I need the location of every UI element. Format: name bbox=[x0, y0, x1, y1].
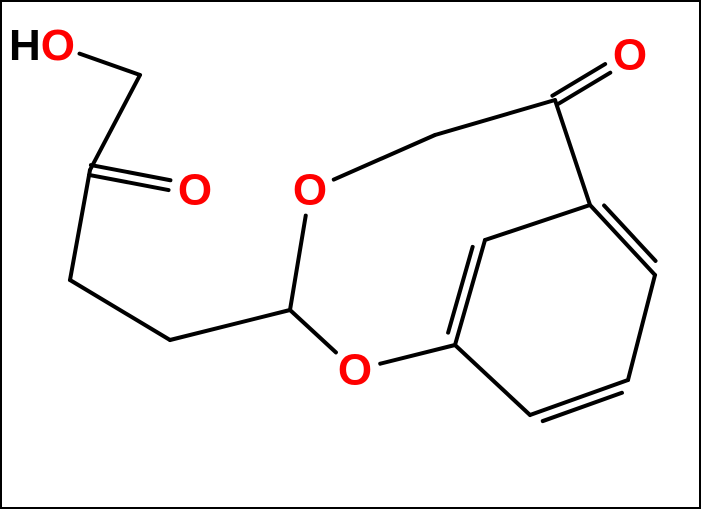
atom-label: O bbox=[338, 346, 372, 395]
atom-label-ho: HO bbox=[9, 21, 75, 70]
atom-label: O bbox=[178, 166, 212, 215]
frame bbox=[1, 1, 700, 508]
atom-label: O bbox=[293, 166, 327, 215]
atom-label: O bbox=[613, 31, 647, 80]
chemical-structure: O O O O HO bbox=[0, 0, 701, 509]
atom-labels: O O O O HO bbox=[9, 21, 647, 395]
